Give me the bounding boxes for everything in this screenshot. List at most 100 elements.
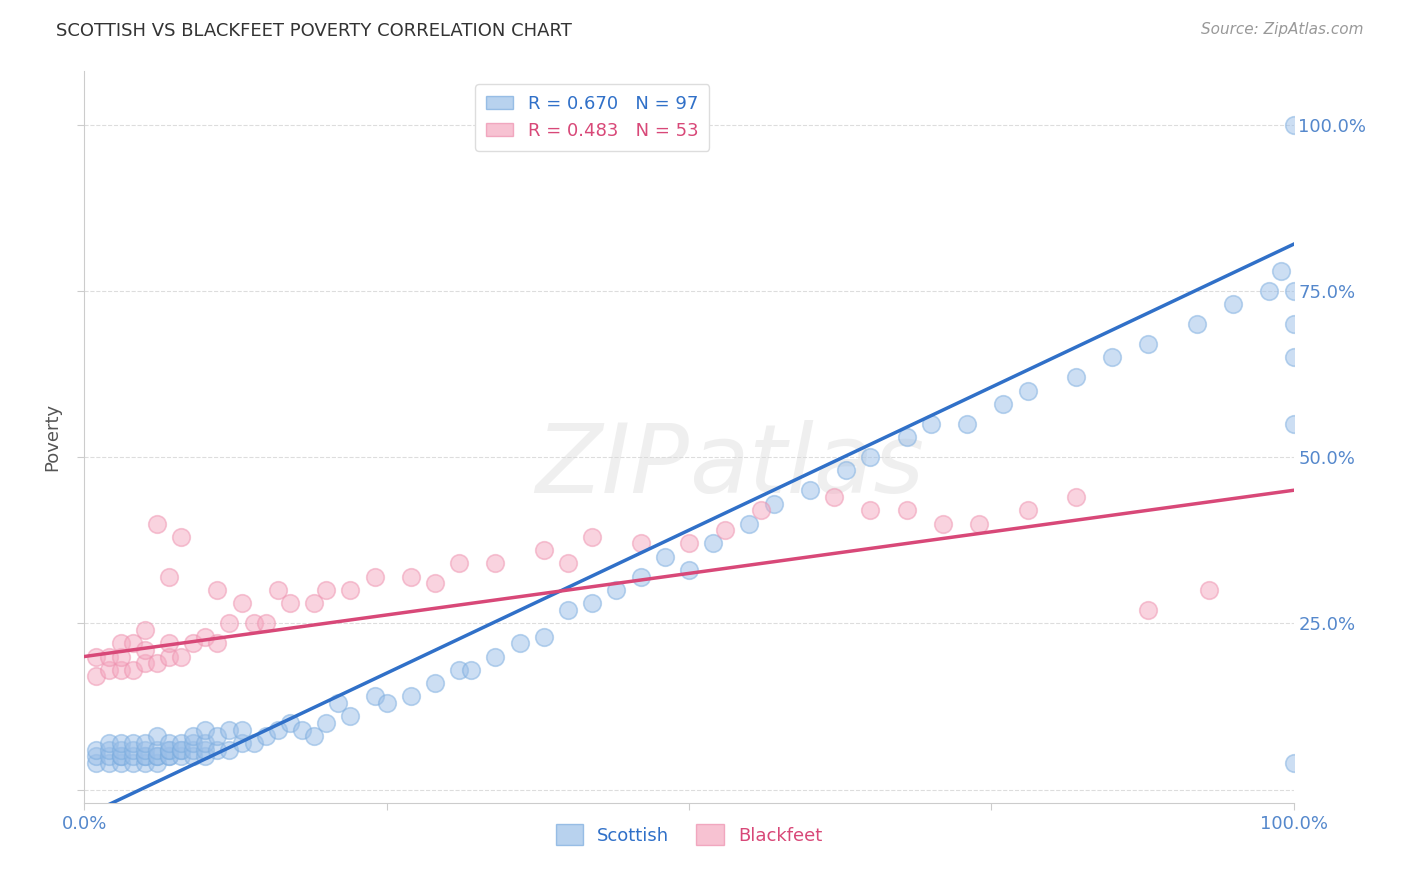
Point (157, 736, 180, 750)
Point (557, 557, 579, 571)
Point (134, 749, 156, 764)
Point (484, 649, 506, 664)
Point (375, 696, 398, 710)
Point (339, 709, 361, 723)
Point (157, 570, 180, 584)
Point (1017, 503, 1039, 517)
Point (823, 490, 845, 504)
Point (630, 536, 652, 550)
Point (678, 536, 700, 550)
Point (1222, 297, 1244, 311)
Point (231, 596, 253, 610)
Point (231, 723, 253, 737)
Point (678, 563, 700, 577)
Point (110, 636, 132, 650)
Point (399, 570, 422, 584)
Point (207, 742, 229, 756)
Text: SCOTTISH VS BLACKFEET POVERTY CORRELATION CHART: SCOTTISH VS BLACKFEET POVERTY CORRELATIO… (56, 22, 572, 40)
Point (121, 756, 143, 770)
Point (170, 649, 193, 664)
Point (134, 749, 156, 764)
Point (1282, 284, 1305, 298)
Point (302, 596, 325, 610)
Point (423, 676, 446, 690)
Point (896, 430, 918, 444)
Point (315, 582, 337, 597)
Point (218, 616, 240, 631)
Point (967, 516, 990, 531)
Point (170, 736, 193, 750)
Point (339, 582, 361, 597)
Point (86, 649, 108, 664)
Point (533, 543, 555, 558)
Point (581, 596, 603, 610)
Point (121, 663, 143, 677)
Point (254, 729, 277, 743)
Point (920, 417, 942, 431)
Point (194, 749, 217, 764)
Point (97, 663, 120, 677)
Point (267, 582, 290, 597)
Point (1137, 337, 1160, 351)
Point (157, 742, 180, 756)
Point (254, 616, 277, 631)
Point (110, 749, 132, 764)
Point (363, 570, 385, 584)
Text: ZIP: ZIP (536, 420, 689, 513)
Point (1270, 264, 1292, 278)
Point (121, 742, 143, 756)
Point (157, 649, 180, 664)
Point (181, 749, 204, 764)
Point (97, 649, 120, 664)
Point (302, 729, 325, 743)
Point (110, 756, 132, 770)
Point (157, 749, 180, 764)
Point (194, 723, 217, 737)
Point (157, 742, 180, 756)
Point (932, 516, 955, 531)
Point (278, 716, 301, 731)
Point (762, 497, 785, 511)
Point (170, 749, 193, 764)
Point (835, 463, 858, 477)
Point (181, 736, 204, 750)
Point (1064, 370, 1087, 384)
Point (1258, 284, 1281, 298)
Point (86, 749, 108, 764)
Point (714, 523, 737, 537)
Point (267, 723, 290, 737)
Point (315, 716, 337, 731)
Point (449, 663, 471, 677)
Point (110, 749, 132, 764)
Point (146, 749, 169, 764)
Point (231, 736, 253, 750)
Point (110, 663, 132, 677)
Point (194, 742, 217, 756)
Point (581, 530, 603, 544)
Point (1282, 317, 1305, 331)
Point (1282, 118, 1305, 132)
Y-axis label: Poverty: Poverty (44, 403, 62, 471)
Point (557, 603, 579, 617)
Point (993, 397, 1015, 411)
Point (218, 723, 240, 737)
Point (181, 742, 204, 756)
Point (97, 736, 120, 750)
Point (1282, 351, 1305, 365)
Point (86, 756, 108, 770)
Point (399, 690, 422, 704)
Point (1282, 417, 1305, 431)
Point (170, 742, 193, 756)
Point (423, 576, 446, 591)
Point (97, 749, 120, 764)
Point (1017, 384, 1039, 398)
Point (291, 723, 314, 737)
Point (134, 736, 156, 750)
Text: Source: ZipAtlas.com: Source: ZipAtlas.com (1201, 22, 1364, 37)
Point (121, 636, 143, 650)
Point (1064, 490, 1087, 504)
Point (134, 623, 156, 637)
Point (278, 596, 301, 610)
Point (207, 636, 229, 650)
Point (194, 630, 217, 644)
